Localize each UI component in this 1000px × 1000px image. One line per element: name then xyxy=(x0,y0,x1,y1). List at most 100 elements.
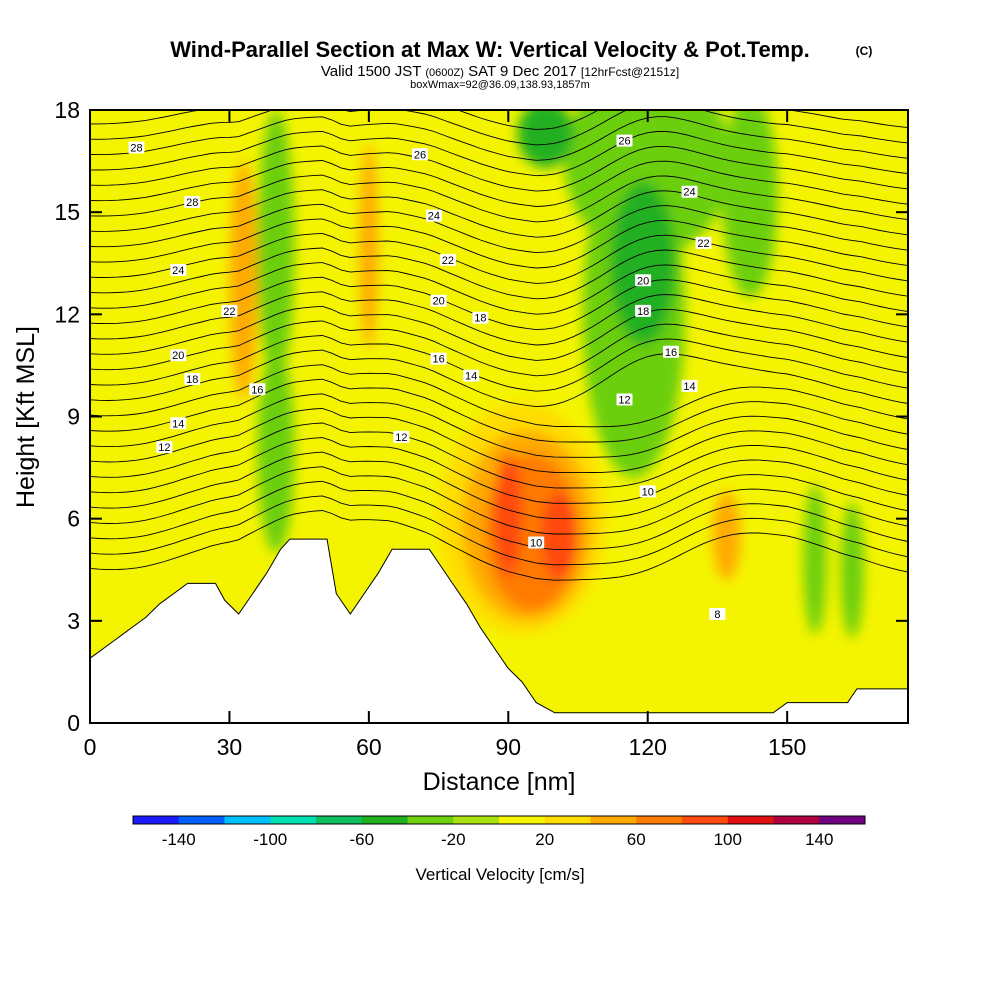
colorbar-swatch-15 xyxy=(819,816,866,824)
theta-isoline-28 xyxy=(90,110,908,146)
colorbar-swatch-11 xyxy=(636,816,683,824)
colorbar-label: Vertical Velocity [cm/s] xyxy=(415,865,584,884)
theta-isoline-22 xyxy=(90,189,908,238)
x-tick-label-90: 90 xyxy=(495,734,521,760)
colorbar-tick--20: -20 xyxy=(441,830,466,849)
colorbar-swatch-3 xyxy=(270,816,317,824)
y-axis-label: Height [Kft MSL] xyxy=(12,326,40,508)
x-tick-label-30: 30 xyxy=(217,734,243,760)
theta-label-8: 8 xyxy=(709,608,726,621)
theta-isoline-27 xyxy=(90,116,908,161)
x-tick-label-150: 150 xyxy=(768,734,806,760)
theta-isoline-23 xyxy=(90,174,908,223)
svg-text:24: 24 xyxy=(172,265,184,277)
colorbar-swatch-10 xyxy=(590,816,637,824)
colorbar-tick-100: 100 xyxy=(714,830,742,849)
colorbar-tick-20: 20 xyxy=(535,830,554,849)
contour-labels: 2828242220181614122624222018161412102624… xyxy=(128,134,726,621)
theta-label-18: 18 xyxy=(184,373,201,386)
valid-date: SAT 9 Dec 2017 xyxy=(468,63,577,80)
x-axis: 0 30 60 90 120 150 xyxy=(84,110,806,760)
theta-label-14: 14 xyxy=(681,379,698,393)
theta-label-12: 12 xyxy=(616,393,633,406)
colorbar-swatch-7 xyxy=(453,816,500,824)
theta-label-12: 12 xyxy=(156,441,173,454)
valid-zulu: (0600Z) xyxy=(425,67,464,79)
svg-text:16: 16 xyxy=(432,354,444,366)
theta-isoline-12 xyxy=(90,335,908,392)
colorbar-swatch-5 xyxy=(361,816,408,824)
theta-isoline-25 xyxy=(90,145,908,192)
chart-subtitle: Valid 1500 JST (0600Z) SAT 9 Dec 2017 [1… xyxy=(321,63,679,80)
colorbar-swatch-13 xyxy=(727,816,774,824)
x-tick-label-60: 60 xyxy=(356,734,382,760)
theta-isoline-19 xyxy=(90,232,908,284)
w-cell-5 xyxy=(257,110,295,383)
theta-label-10: 10 xyxy=(528,536,545,550)
colorbar-tick--60: -60 xyxy=(349,830,374,849)
svg-text:14: 14 xyxy=(172,418,184,430)
theta-isoline-17 xyxy=(90,262,908,315)
colorbar-swatch-9 xyxy=(544,816,591,824)
theta-label-14: 14 xyxy=(170,417,187,430)
svg-text:18: 18 xyxy=(637,306,649,318)
colorbar-tick-60: 60 xyxy=(627,830,646,849)
theta-label-26: 26 xyxy=(411,148,428,161)
copyright-mark: (C) xyxy=(856,44,873,58)
theta-isoline-0 xyxy=(90,510,908,581)
theta-isoline-4 xyxy=(90,451,908,520)
svg-text:22: 22 xyxy=(223,306,235,318)
svg-text:20: 20 xyxy=(172,350,184,362)
theta-isoline-20 xyxy=(90,218,908,269)
w-cell-6 xyxy=(803,484,827,635)
x-tick-label-120: 120 xyxy=(629,734,667,760)
theta-label-24: 24 xyxy=(681,185,698,199)
y-tick-label-9: 9 xyxy=(67,404,80,430)
colorbar-swatch-8 xyxy=(499,816,546,824)
theta-isoline-18 xyxy=(90,247,908,300)
w-cell-15 xyxy=(494,453,523,577)
svg-text:16: 16 xyxy=(251,384,263,396)
svg-text:22: 22 xyxy=(697,238,709,250)
w-cell-16 xyxy=(540,491,579,580)
y-tick-label-12: 12 xyxy=(54,301,80,327)
theta-label-22: 22 xyxy=(221,304,238,318)
theta-isoline-3 xyxy=(90,466,908,535)
terrain-layer xyxy=(90,538,908,723)
theta-isoline-9 xyxy=(90,378,908,443)
svg-text:24: 24 xyxy=(683,187,695,199)
svg-text:20: 20 xyxy=(637,275,649,287)
colorbar-swatch-14 xyxy=(773,816,820,824)
w-cell-4 xyxy=(722,110,778,298)
theta-isoline-11 xyxy=(90,349,908,408)
theta-isoline-13 xyxy=(90,320,908,377)
theta-isoline-16 xyxy=(90,276,908,331)
potential-temperature-contours xyxy=(90,110,908,581)
y-axis: 0 3 6 9 12 15 18 xyxy=(54,97,908,736)
valid-time: Valid 1500 JST xyxy=(321,63,421,80)
forecast-info: [12hrFcst@2151z] xyxy=(581,65,679,79)
theta-isoline-1 xyxy=(90,495,908,566)
theta-isoline-10 xyxy=(90,364,908,428)
theta-label-10: 10 xyxy=(639,485,656,498)
svg-text:18: 18 xyxy=(474,313,486,325)
colorbar-swatch-6 xyxy=(407,816,454,824)
theta-isoline-26 xyxy=(90,130,908,177)
w-cell-13 xyxy=(610,181,676,345)
theta-label-18: 18 xyxy=(472,311,489,325)
svg-text:26: 26 xyxy=(414,149,426,161)
theta-label-18: 18 xyxy=(635,304,652,318)
theta-isoline-7 xyxy=(90,407,908,474)
colorbar-swatch-0 xyxy=(133,816,180,824)
theta-label-20: 20 xyxy=(430,294,447,308)
y-tick-label-0: 0 xyxy=(67,710,80,736)
theta-label-16: 16 xyxy=(249,383,266,396)
y-tick-label-18: 18 xyxy=(54,97,80,123)
theta-label-24: 24 xyxy=(425,209,442,223)
colorbar-swatch-1 xyxy=(178,816,225,824)
theta-label-20: 20 xyxy=(170,349,187,362)
theta-label-28: 28 xyxy=(184,195,201,209)
y-tick-label-15: 15 xyxy=(54,199,80,225)
theta-label-22: 22 xyxy=(695,236,712,250)
svg-text:10: 10 xyxy=(642,486,654,498)
